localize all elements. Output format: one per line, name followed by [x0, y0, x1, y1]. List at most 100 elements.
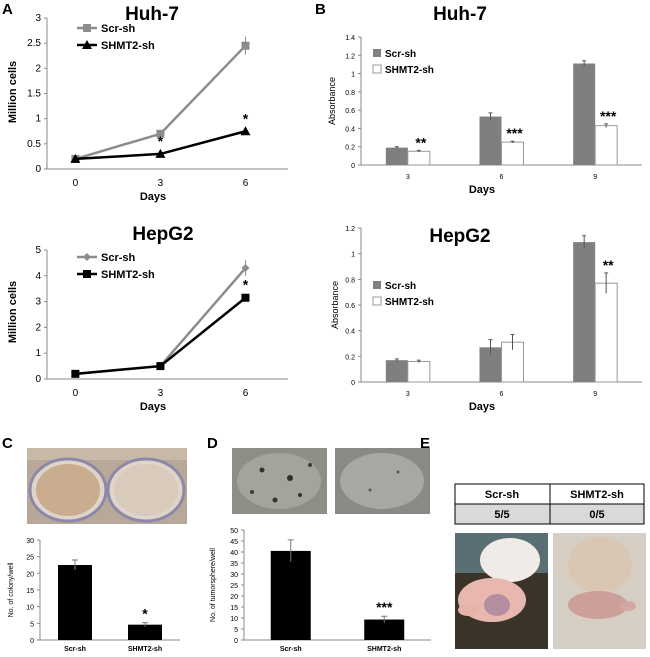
y-tick-label: 5	[35, 245, 41, 256]
x-tick-label: 6	[500, 174, 504, 181]
y-axis-label: Million cells	[7, 61, 19, 123]
x-axis-label: Days	[469, 184, 495, 196]
y-tick-label: 1	[35, 114, 41, 125]
bar-bar_scr	[573, 242, 596, 382]
significance-marker: *	[243, 277, 249, 293]
y-tick-label: 15	[26, 588, 34, 595]
x-tick-label: 6	[243, 178, 249, 189]
chart-b-huh7: Huh-7 0 0.2 0.4 0.6 0.8 1 1.2 1.4 3 ** 6 *** 9 *** Days…	[327, 4, 642, 196]
legend-marker	[83, 24, 91, 32]
bar-bar_scr	[479, 347, 502, 382]
legend-label: SHMT2-sh	[101, 269, 155, 281]
tumorsphere-photo-scr	[232, 448, 327, 514]
chart-c-colony: 0 5 10 15 20 25 30 Scr-sh SHMT2-sh * No. of colony…	[8, 538, 180, 653]
y-tick-label: 30	[26, 538, 34, 545]
significance-marker: *	[158, 133, 164, 149]
y-tick-label: 4	[35, 271, 41, 282]
bar-bar_shmt2	[501, 141, 524, 166]
panel-label-d: D	[207, 435, 218, 452]
x-tick-label: 3	[406, 174, 410, 181]
chart-a-hepg2: HepG2 0 1 2 3 4 5 0 3 6 Days Million cells Scr-sh SHM…	[7, 224, 288, 413]
chart-a-huh7: Huh-7 0 0.5 1 1.5 2 2.5 3 0 3 6 Days Million cells Sc…	[7, 4, 288, 203]
x-tick-label: SHMT2-sh	[367, 646, 401, 653]
series-line-scr	[75, 267, 247, 376]
x-tick-label: 3	[406, 391, 410, 398]
legend-swatch	[372, 296, 382, 306]
significance-marker: **	[603, 257, 614, 273]
y-axis-label: Million cells	[7, 281, 19, 343]
bar-bar_scr	[479, 116, 502, 165]
legend-label: Scr-sh	[101, 252, 136, 264]
table-header-scr: Scr-sh	[485, 489, 520, 501]
legend-label: SHMT2-sh	[385, 65, 434, 76]
bar	[364, 619, 405, 640]
legend-label: Scr-sh	[385, 281, 416, 292]
y-tick-label: 0.6	[345, 108, 355, 115]
y-tick-label: 5	[30, 621, 34, 628]
y-tick-label: 40	[230, 550, 238, 557]
y-tick-label: 2	[35, 322, 41, 333]
data-point	[156, 129, 165, 138]
chart-b-hepg2: HepG2 0 0.2 0.4 0.6 0.8 1 1.2 3 6 9 ** Days Absorbanc…	[330, 226, 642, 413]
table-value-shmt2: 0/5	[589, 509, 604, 521]
legend-label: Scr-sh	[385, 49, 416, 60]
legend-marker	[83, 253, 91, 261]
x-tick-label: 3	[158, 178, 164, 189]
y-tick-label: 0.8	[345, 277, 355, 284]
x-axis-label: Days	[140, 401, 166, 413]
panel-label-a: A	[2, 1, 13, 18]
y-tick-label: 1.5	[27, 89, 41, 100]
y-tick-label: 3	[35, 297, 41, 308]
y-tick-label: 1	[35, 348, 41, 359]
legend-swatch	[373, 49, 381, 57]
y-tick-label: 0	[30, 638, 34, 645]
panel-label-b: B	[315, 1, 326, 18]
significance-marker: ***	[600, 108, 617, 124]
panel-label-e: E	[420, 435, 430, 452]
y-tick-label: 0	[351, 380, 355, 387]
y-tick-label: 2	[35, 63, 41, 74]
x-tick-label: 6	[500, 391, 504, 398]
legend-marker	[82, 40, 92, 49]
y-tick-label: 35	[230, 561, 238, 568]
y-tick-label: 0	[351, 163, 355, 170]
y-tick-label: 25	[230, 583, 238, 590]
bar	[270, 550, 311, 640]
bar-bar_scr	[385, 147, 408, 165]
y-tick-label: 0	[35, 374, 41, 385]
bar	[58, 565, 92, 640]
bar-bar_shmt2	[407, 360, 431, 383]
x-tick-label: 0	[73, 178, 79, 189]
chart-title: HepG2	[132, 224, 193, 245]
x-axis-label: Days	[140, 191, 166, 203]
data-point	[241, 264, 250, 273]
data-point	[240, 126, 251, 136]
data-point	[71, 369, 80, 378]
colony-plate-photo	[27, 448, 187, 524]
y-tick-label: 0.2	[345, 145, 355, 152]
mouse-photo-scr	[455, 533, 548, 649]
tumor-incidence-table: Scr-sh SHMT2-sh 5/5 0/5	[454, 483, 645, 525]
y-tick-label: 20	[26, 571, 34, 578]
x-tick-label: 9	[593, 174, 597, 181]
significance-marker: **	[415, 134, 426, 150]
y-tick-label: 1	[351, 72, 355, 79]
y-tick-label: 30	[230, 572, 238, 579]
tumorsphere-photo-shmt2	[335, 448, 430, 514]
x-tick-label: SHMT2-sh	[128, 646, 162, 653]
legend-label: SHMT2-sh	[101, 40, 155, 52]
y-tick-label: 1.2	[345, 53, 355, 60]
x-tick-label: Scr-sh	[64, 646, 86, 653]
panel-label-c: C	[2, 435, 13, 452]
y-tick-label: 0.6	[345, 303, 355, 310]
y-tick-label: 5	[234, 627, 238, 634]
y-tick-label: 1.2	[345, 226, 355, 233]
chart-title: HepG2	[429, 226, 490, 247]
y-tick-label: 10	[230, 616, 238, 623]
chart-title: Huh-7	[433, 4, 487, 25]
data-point	[156, 362, 165, 371]
y-tick-label: 20	[230, 594, 238, 601]
x-axis-label: Days	[469, 401, 495, 413]
bar	[128, 624, 162, 640]
y-tick-label: 50	[230, 528, 238, 535]
